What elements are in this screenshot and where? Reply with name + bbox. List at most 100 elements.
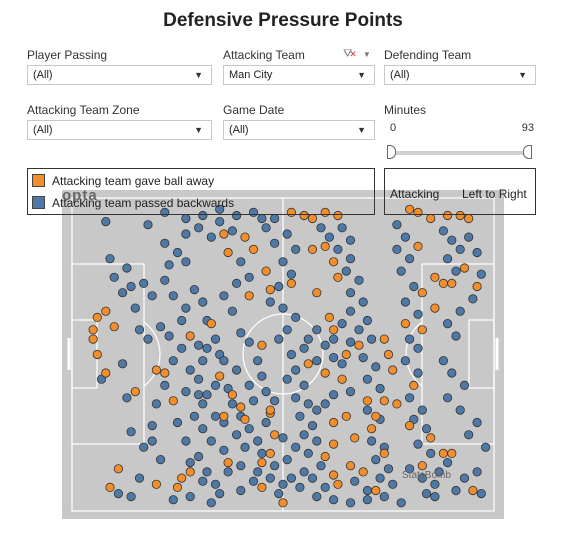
point-passed-backwards[interactable]	[202, 390, 212, 400]
point-gave-ball-away[interactable]	[105, 482, 115, 492]
point-passed-backwards[interactable]	[105, 254, 115, 264]
point-gave-ball-away[interactable]	[383, 349, 394, 360]
point-gave-ball-away[interactable]	[354, 340, 364, 350]
point-passed-backwards[interactable]	[362, 315, 372, 326]
point-gave-ball-away[interactable]	[257, 482, 267, 492]
point-passed-backwards[interactable]	[282, 454, 292, 465]
point-passed-backwards[interactable]	[257, 448, 267, 458]
point-passed-backwards[interactable]	[261, 387, 271, 397]
point-gave-ball-away[interactable]	[299, 210, 309, 221]
point-passed-backwards[interactable]	[168, 495, 178, 505]
point-passed-backwards[interactable]	[232, 365, 242, 375]
point-passed-backwards[interactable]	[278, 257, 288, 267]
point-passed-backwards[interactable]	[164, 260, 174, 270]
point-passed-backwards[interactable]	[253, 356, 263, 366]
point-passed-backwards[interactable]	[278, 479, 288, 489]
point-gave-ball-away[interactable]	[333, 210, 343, 221]
point-passed-backwards[interactable]	[261, 417, 271, 428]
point-passed-backwards[interactable]	[396, 498, 406, 508]
point-passed-backwards[interactable]	[126, 491, 136, 502]
point-passed-backwards[interactable]	[337, 223, 347, 233]
point-gave-ball-away[interactable]	[417, 461, 427, 471]
point-gave-ball-away[interactable]	[88, 325, 98, 335]
point-passed-backwards[interactable]	[143, 220, 153, 230]
point-passed-backwards[interactable]	[270, 461, 280, 471]
point-gave-ball-away[interactable]	[257, 340, 267, 350]
point-gave-ball-away[interactable]	[320, 241, 330, 252]
point-passed-backwards[interactable]	[253, 436, 263, 446]
point-passed-backwards[interactable]	[181, 213, 191, 224]
point-gave-ball-away[interactable]	[442, 210, 453, 221]
point-gave-ball-away[interactable]	[286, 278, 296, 289]
point-passed-backwards[interactable]	[316, 223, 326, 233]
point-gave-ball-away[interactable]	[303, 359, 313, 369]
point-passed-backwards[interactable]	[270, 238, 280, 248]
point-passed-backwards[interactable]	[375, 383, 385, 394]
point-passed-backwards[interactable]	[236, 257, 246, 267]
point-gave-ball-away[interactable]	[320, 368, 330, 378]
point-passed-backwards[interactable]	[345, 498, 356, 508]
point-gave-ball-away[interactable]	[265, 448, 275, 458]
point-passed-backwards[interactable]	[451, 331, 461, 341]
point-passed-backwards[interactable]	[168, 291, 178, 301]
point-passed-backwards[interactable]	[126, 281, 136, 292]
point-passed-backwards[interactable]	[472, 417, 482, 428]
point-passed-backwards[interactable]	[295, 482, 305, 492]
point-passed-backwards[interactable]	[442, 254, 453, 264]
point-passed-backwards[interactable]	[194, 340, 204, 350]
point-gave-ball-away[interactable]	[379, 396, 389, 406]
point-passed-backwards[interactable]	[265, 297, 275, 307]
point-passed-backwards[interactable]	[282, 374, 292, 384]
point-passed-backwards[interactable]	[194, 451, 204, 462]
point-gave-ball-away[interactable]	[261, 266, 271, 276]
point-passed-backwards[interactable]	[362, 374, 372, 384]
point-passed-backwards[interactable]	[223, 467, 233, 477]
point-passed-backwards[interactable]	[194, 374, 204, 384]
point-gave-ball-away[interactable]	[177, 473, 187, 483]
point-passed-backwards[interactable]	[109, 272, 119, 282]
point-passed-backwards[interactable]	[96, 374, 107, 384]
point-gave-ball-away[interactable]	[333, 272, 343, 282]
point-passed-backwards[interactable]	[206, 436, 216, 446]
point-passed-backwards[interactable]	[122, 393, 132, 403]
point-passed-backwards[interactable]	[181, 387, 191, 397]
point-passed-backwards[interactable]	[472, 467, 482, 477]
point-passed-backwards[interactable]	[240, 442, 250, 452]
point-passed-backwards[interactable]	[244, 424, 254, 434]
point-gave-ball-away[interactable]	[371, 411, 381, 421]
point-passed-backwards[interactable]	[130, 303, 140, 313]
point-passed-backwards[interactable]	[404, 464, 415, 474]
point-passed-backwards[interactable]	[316, 461, 326, 471]
point-passed-backwards[interactable]	[278, 303, 288, 313]
point-passed-backwards[interactable]	[181, 303, 191, 313]
point-passed-backwards[interactable]	[206, 498, 216, 508]
player-passing-select[interactable]: (All) ▼	[27, 65, 212, 85]
point-gave-ball-away[interactable]	[362, 396, 372, 406]
point-gave-ball-away[interactable]	[350, 433, 360, 443]
minutes-slider-max-handle[interactable]	[523, 145, 532, 159]
point-passed-backwards[interactable]	[291, 365, 301, 375]
point-passed-backwards[interactable]	[354, 275, 364, 285]
point-passed-backwards[interactable]	[219, 356, 229, 366]
point-passed-backwards[interactable]	[134, 325, 145, 335]
legend-item-passed-back[interactable]: Attacking team passed backwards	[32, 195, 234, 211]
point-passed-backwards[interactable]	[442, 319, 453, 329]
point-passed-backwards[interactable]	[278, 433, 288, 443]
point-passed-backwards[interactable]	[210, 334, 221, 344]
point-passed-backwards[interactable]	[253, 467, 263, 477]
point-gave-ball-away[interactable]	[417, 325, 427, 335]
point-gave-ball-away[interactable]	[379, 448, 389, 458]
point-passed-backwards[interactable]	[198, 356, 208, 366]
point-passed-backwards[interactable]	[101, 217, 111, 227]
point-passed-backwards[interactable]	[194, 390, 204, 400]
point-passed-backwards[interactable]	[328, 334, 339, 344]
point-passed-backwards[interactable]	[291, 244, 301, 255]
point-passed-backwards[interactable]	[286, 473, 296, 483]
point-passed-backwards[interactable]	[417, 405, 427, 415]
point-passed-backwards[interactable]	[434, 467, 444, 477]
point-gave-ball-away[interactable]	[185, 467, 195, 477]
point-passed-backwards[interactable]	[248, 396, 259, 406]
point-passed-backwards[interactable]	[181, 436, 191, 446]
point-passed-backwards[interactable]	[147, 436, 157, 446]
point-passed-backwards[interactable]	[232, 210, 242, 221]
